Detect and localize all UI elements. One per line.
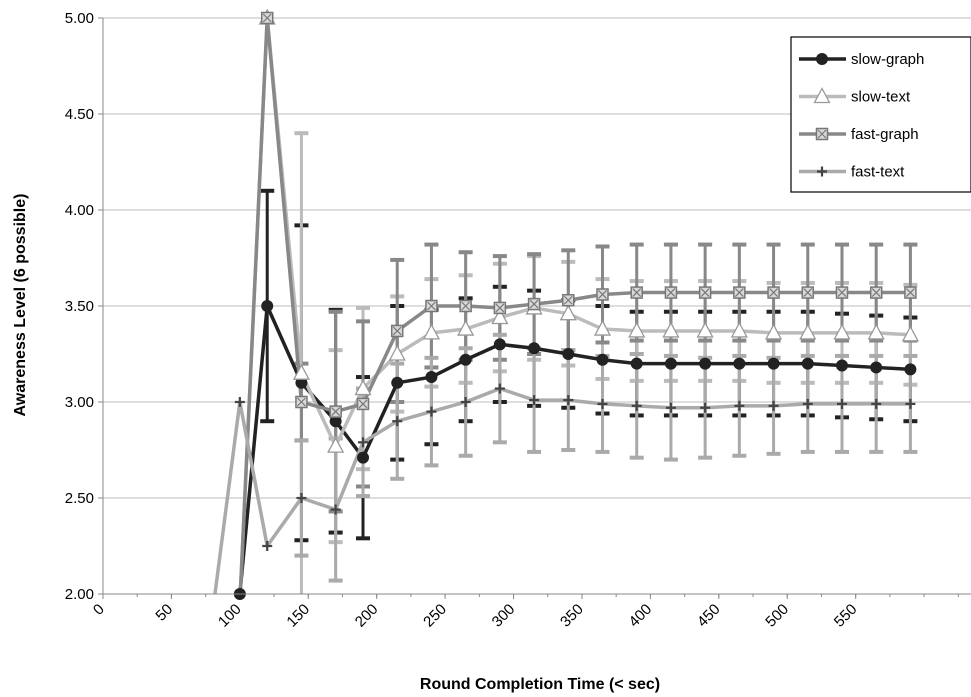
series-lines: [213, 16, 911, 594]
marker-slow-text: [833, 323, 851, 340]
y-tick-label-4.50: 4.50: [65, 106, 94, 123]
x-tick-label-500: 500: [762, 601, 792, 631]
series-markers: [233, 8, 920, 600]
legend: slow-graph slow-text fast-graph fast-text: [790, 36, 971, 193]
marker-slow-text: [593, 319, 612, 336]
x-tick-label-250: 250: [420, 601, 450, 631]
marker-slow-graph: [562, 348, 575, 360]
marker-slow-graph: [357, 451, 370, 464]
marker-slow-text: [730, 321, 748, 338]
marker-fast-graph-x2: [392, 326, 402, 336]
marker-fast-graph-x2: [262, 13, 272, 23]
marker-slow-text: [354, 379, 372, 396]
marker-fast-graph-x2: [331, 407, 341, 417]
marker-slow-text: [457, 319, 475, 336]
marker-slow-text: [628, 321, 646, 338]
marker-slow-graph: [493, 338, 506, 351]
marker-fast-graph-x2: [461, 301, 471, 311]
marker-slow-graph: [767, 357, 780, 370]
x-tick-label-300: 300: [489, 601, 519, 631]
legend-marker-slow-text: [813, 87, 831, 104]
axes: [102, 18, 971, 595]
x-tick-labels: 0 50 100 150 200 250 300 350 400 450 500 550: [90, 601, 861, 631]
x-tick-label-0: 0: [90, 601, 108, 619]
marker-fast-graph-x2: [632, 288, 642, 297]
marker-slow-graph: [261, 300, 274, 312]
marker-fast-graph-x2: [871, 288, 881, 297]
marker-slow-text: [388, 344, 406, 361]
marker-slow-graph: [733, 357, 746, 370]
y-tick-label-4.00: 4.00: [65, 202, 94, 219]
y-axis-title: Awareness Level (6 possible): [12, 194, 29, 417]
x-tick-label-550: 550: [831, 601, 861, 631]
y-tick-label-2.00: 2.00: [65, 586, 94, 603]
marker-slow-text: [327, 436, 345, 453]
marker-slow-graph: [391, 376, 404, 389]
legend-label-fast-text: fast-text: [851, 164, 905, 181]
marker-slow-text: [696, 321, 714, 338]
marker-slow-text: [491, 308, 509, 325]
marker-slow-text: [867, 323, 885, 340]
marker-slow-text: [422, 323, 441, 340]
x-tick-label-450: 450: [694, 601, 724, 631]
marker-slow-text: [662, 321, 680, 338]
x-tick-label-100: 100: [215, 601, 245, 631]
x-tick-label-400: 400: [626, 601, 656, 631]
series-line-fast-text: [213, 386, 911, 594]
y-tick-label-5.00: 5.00: [65, 10, 94, 27]
marker-slow-text: [901, 325, 920, 342]
legend-marker-slow-graph: [816, 53, 828, 65]
marker-fast-graph-x2: [905, 288, 915, 297]
marker-fast-graph-x2: [734, 288, 744, 297]
y-tick-label-3.50: 3.50: [65, 298, 94, 315]
marker-fast-graph-x2: [529, 299, 539, 309]
marker-fast-graph-x2: [427, 301, 436, 311]
series-line-fast-graph: [238, 16, 911, 594]
marker-slow-graph: [870, 361, 883, 374]
marker-slow-graph: [699, 357, 712, 370]
legend-label-slow-text: slow-text: [851, 89, 911, 106]
marker-fast-graph-x2: [666, 288, 676, 297]
y-tick-label-2.50: 2.50: [65, 490, 94, 507]
marker-fast-graph-x2: [769, 288, 778, 297]
series-line-slow-text: [238, 16, 911, 594]
marker-slow-text: [764, 323, 783, 340]
x-tick-label-150: 150: [283, 601, 313, 631]
marker-slow-graph: [835, 359, 848, 372]
marker-fast-graph-x2: [495, 303, 505, 313]
marker-slow-text: [799, 323, 817, 340]
x-tick-label-200: 200: [352, 601, 382, 631]
x-tick-label-50: 50: [152, 601, 176, 625]
marker-fast-graph-x2: [563, 295, 573, 305]
marker-slow-text: [292, 363, 311, 380]
error-bars: [260, 131, 918, 594]
marker-slow-graph: [801, 357, 814, 370]
x-axis-title: Round Completion Time (< sec): [420, 676, 660, 693]
marker-fast-graph-x2: [700, 288, 710, 297]
marker-slow-graph: [425, 371, 438, 384]
y-tick-labels: 2.00 2.50 3.00 3.50 4.00 4.50 5.00: [65, 10, 94, 603]
legend-label-slow-graph: slow-graph: [851, 51, 924, 68]
marker-fast-graph-x2: [297, 397, 306, 407]
marker-slow-graph: [528, 342, 541, 355]
marker-fast-graph-x2: [358, 399, 368, 409]
y-tick-label-3.00: 3.00: [65, 394, 94, 411]
marker-slow-graph: [664, 357, 677, 370]
marker-slow-graph: [904, 363, 917, 376]
x-tick-label-350: 350: [557, 601, 587, 631]
marker-fast-graph-x2: [598, 290, 607, 299]
marker-slow-graph: [459, 353, 472, 366]
series-line-slow-graph: [236, 304, 911, 594]
marker-slow-graph: [630, 357, 643, 370]
marker-slow-text: [559, 304, 577, 321]
marker-fast-graph-x2: [803, 288, 813, 297]
legend-label-fast-graph: fast-graph: [851, 126, 919, 143]
marker-fast-graph-x2: [837, 288, 847, 297]
legend-marker-fast-graph-x2: [817, 129, 827, 139]
marker-slow-graph: [596, 353, 609, 366]
